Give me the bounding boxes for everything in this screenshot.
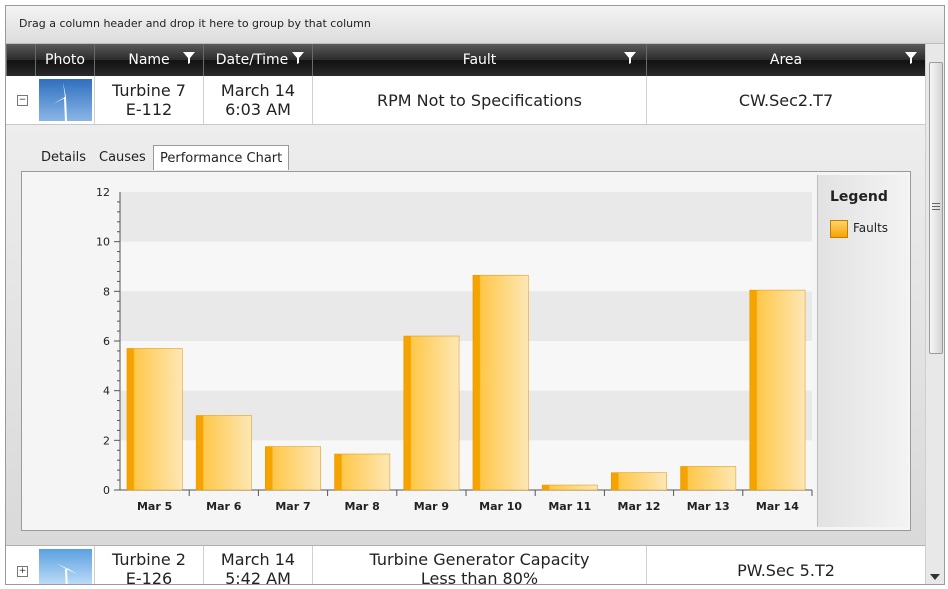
bar-mar-6 [195,415,252,491]
turbine-photo [39,79,92,122]
x-tick-label: Mar 9 [414,500,449,513]
column-header-area[interactable]: Area [646,44,925,76]
cell-datetime: March 14 5:42 AM [203,546,312,585]
legend-title: Legend [830,189,888,205]
column-header-fault[interactable]: Fault [312,44,646,76]
y-tick-label: 12 [96,186,110,199]
x-tick-label: Mar 8 [345,500,380,513]
bar-mar-14 [749,289,806,491]
x-tick-label: Mar 14 [756,500,799,513]
cell-area: PW.Sec 5.T2 [646,546,925,584]
bar-mar-5 [126,348,183,491]
cell-name-line1: Turbine 2 [112,550,186,569]
cell-fault: RPM Not to Specifications [312,76,646,124]
x-tick-label: Mar 6 [206,500,242,513]
cell-name-line2: E-112 [125,100,173,119]
bar-mar-12 [611,472,667,491]
grid-band [120,291,812,341]
x-tick-label: Mar 13 [687,500,730,513]
cell-date-line1: March 14 [220,81,296,100]
bar-chart-plot: 0 2 4 6 8 10 12 Mar 5 Mar 6 Mar 7 Mar 8 Mar 9 Mar 10… [96,186,813,513]
cell-datetime: March 14 6:03 AM [203,76,312,124]
y-tick-label: 2 [103,434,110,447]
performance-chart: 0 2 4 6 8 10 12 Mar 5 Mar 6 Mar 7 Mar 8 Mar 9 Mar 10… [21,171,911,531]
cell-fault-line1: RPM Not to Specifications [377,90,582,110]
cell-fault-line2: Less than 80% [420,569,539,585]
x-tick-label: Mar 12 [618,500,661,513]
column-header-photo-label: Photo [45,52,85,68]
x-tick-label: Mar 7 [275,500,310,513]
tab-causes[interactable]: Causes [93,145,152,169]
cell-date-line2: 5:42 AM [225,569,291,585]
bar-mar-7 [265,446,321,491]
y-tick-label: 4 [103,385,110,398]
x-tick-label: Mar 5 [137,500,172,513]
cell-name: Turbine 2 E-126 [94,546,203,585]
tab-details[interactable]: Details [35,145,92,169]
column-header-datetime[interactable]: Date/Time [203,44,312,76]
cell-name-line1: Turbine 7 [112,81,186,100]
cell-area-value: CW.Sec2.T7 [738,90,834,110]
bar-mar-8 [334,453,391,491]
cell-date-line2: 6:03 AM [225,100,291,119]
y-tick-label: 6 [103,335,110,348]
tab-performance-chart-label: Performance Chart [160,150,283,166]
cell-fault-line1: Turbine Generator Capacity [369,550,590,569]
column-header-fault-label: Fault [462,52,497,68]
tab-causes-label: Causes [99,149,146,165]
tab-performance-chart[interactable]: Performance Chart [153,145,290,170]
bar-mar-11 [541,484,598,491]
cell-fault: Turbine Generator Capacity Less than 80% [312,546,646,585]
cell-name: Turbine 7 E-112 [94,76,203,124]
scroll-down-arrow-icon[interactable] [930,574,940,580]
column-header-area-label: Area [769,52,803,68]
cell-area-value: PW.Sec 5.T2 [737,560,835,580]
bar-mar-13 [680,466,737,491]
table-row[interactable]: − Turbine 7 E-112 March 14 6:03 AM RPM N… [6,76,925,125]
grip-icon [932,203,940,204]
cell-area: CW.Sec2.T7 [646,76,925,124]
plus-box-icon[interactable]: + [17,566,28,577]
bar-mar-9 [403,335,460,491]
grid-band [120,192,812,242]
column-header-photo[interactable]: Photo [35,44,94,76]
filter-icon[interactable] [624,52,636,64]
table-row[interactable]: + Turbine 2 E-126 March 14 5:42 AM Turbi… [6,546,925,585]
group-by-panel[interactable]: Drag a column header and drop it here to… [6,6,944,44]
turbine-photo [39,549,92,584]
chart-legend: Legend Faults [817,175,908,527]
x-tick-label: Mar 10 [479,500,522,513]
filter-icon[interactable] [183,52,195,64]
tab-details-label: Details [41,149,87,165]
y-tick-label: 0 [103,484,110,497]
cell-date-line1: March 14 [220,550,296,569]
minus-box-icon[interactable]: − [17,95,28,106]
x-tick-label: Mar 11 [548,500,591,513]
column-header-row: Photo Name Date/Time Fault Area [6,44,925,76]
filter-icon[interactable] [905,52,917,64]
vertical-scrollbar[interactable] [925,44,944,584]
bar-mar-10 [472,274,529,491]
filter-icon[interactable] [292,52,304,64]
grid-view: Drag a column header and drop it here to… [5,5,945,585]
header-indent-cell [6,44,35,76]
column-header-datetime-label: Date/Time [215,52,289,68]
group-by-hint: Drag a column header and drop it here to… [19,17,371,30]
y-tick-label: 8 [103,285,110,298]
legend-swatch-faults [830,220,848,238]
row-detail-panel: Details Causes Performance Chart 0 2 4 6 8 10… [6,125,925,546]
legend-label-faults: Faults [853,221,889,235]
column-header-name[interactable]: Name [94,44,203,76]
y-tick-label: 10 [96,236,110,249]
column-header-name-label: Name [128,52,170,68]
scrollbar-thumb[interactable] [929,62,943,354]
cell-name-line2: E-126 [125,569,173,585]
